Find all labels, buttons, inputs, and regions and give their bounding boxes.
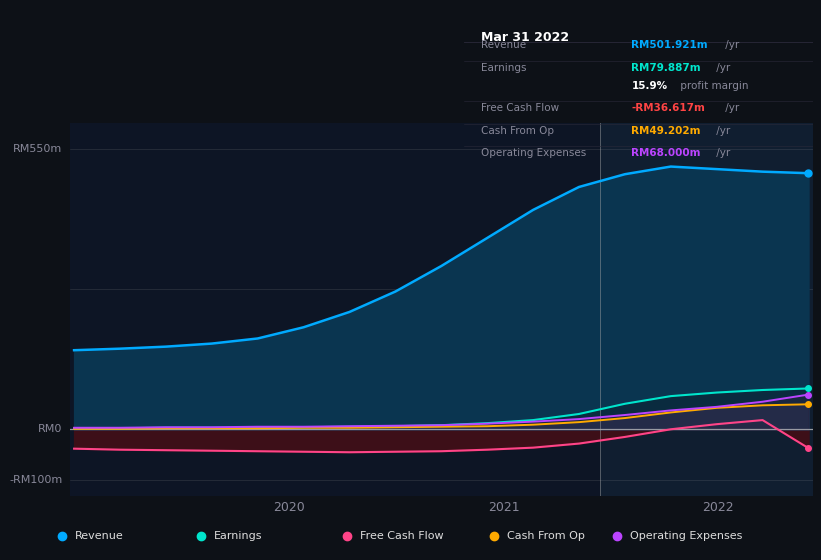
Text: -RM100m: -RM100m	[9, 475, 62, 486]
Text: Cash From Op: Cash From Op	[481, 125, 554, 136]
Text: /yr: /yr	[722, 103, 740, 113]
Text: RM501.921m: RM501.921m	[631, 40, 708, 50]
Text: profit margin: profit margin	[677, 81, 748, 91]
Text: RM79.887m: RM79.887m	[631, 63, 701, 73]
Text: /yr: /yr	[713, 125, 730, 136]
Text: /yr: /yr	[713, 148, 730, 158]
Text: RM550m: RM550m	[13, 144, 62, 153]
Text: Mar 31 2022: Mar 31 2022	[481, 31, 570, 44]
Text: 15.9%: 15.9%	[631, 81, 667, 91]
Text: /yr: /yr	[713, 63, 730, 73]
Text: RM49.202m: RM49.202m	[631, 125, 701, 136]
Text: Operating Expenses: Operating Expenses	[481, 148, 586, 158]
Bar	[600, 123, 821, 496]
Text: Free Cash Flow: Free Cash Flow	[360, 531, 444, 541]
Text: -RM36.617m: -RM36.617m	[631, 103, 705, 113]
Text: Earnings: Earnings	[481, 63, 527, 73]
Text: Earnings: Earnings	[213, 531, 262, 541]
Text: /yr: /yr	[722, 40, 740, 50]
Text: Revenue: Revenue	[75, 531, 123, 541]
Text: Free Cash Flow: Free Cash Flow	[481, 103, 559, 113]
Text: Revenue: Revenue	[481, 40, 526, 50]
Text: Operating Expenses: Operating Expenses	[631, 531, 743, 541]
Text: RM68.000m: RM68.000m	[631, 148, 701, 158]
Text: Cash From Op: Cash From Op	[507, 531, 585, 541]
Text: RM0: RM0	[38, 424, 62, 435]
